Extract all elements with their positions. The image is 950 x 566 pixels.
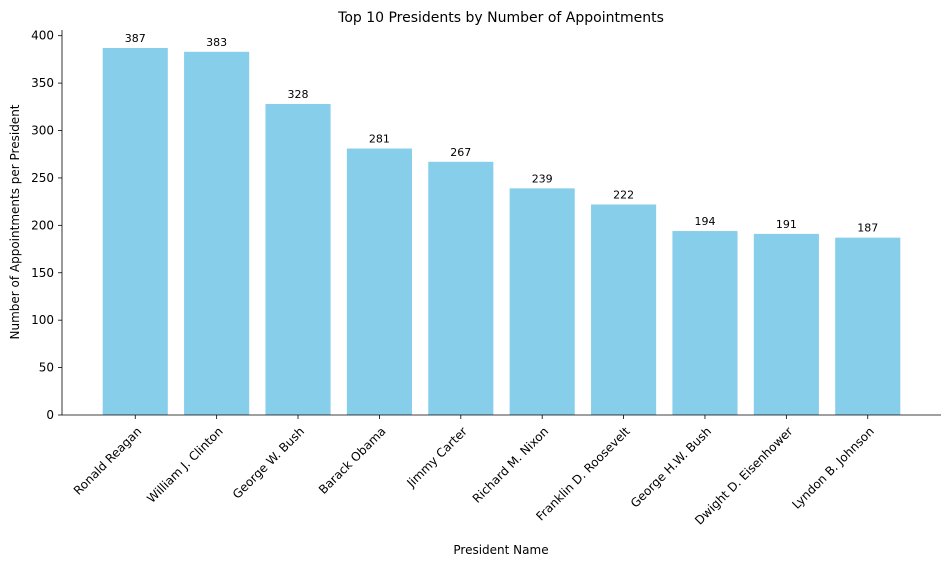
- bar-value-label-6: 222: [613, 188, 634, 201]
- bar-value-label-1: 383: [206, 36, 227, 49]
- chart-title: Top 10 Presidents by Number of Appointme…: [337, 10, 664, 26]
- x-tick-label-5: Richard M. Nixon: [470, 424, 552, 506]
- bars-layer: [102, 48, 901, 416]
- bar-value-label-0: 387: [125, 32, 146, 45]
- y-tick-label-0: 0: [46, 408, 54, 422]
- bar-value-label-5: 239: [532, 172, 553, 185]
- bar-value-label-2: 328: [288, 88, 309, 101]
- y-tick-label-2: 100: [31, 313, 54, 327]
- x-tick-label-9: Lyndon B. Johnson: [789, 424, 877, 512]
- bar-value-label-3: 281: [369, 133, 390, 146]
- bar-value-labels: 387 383 328 281 267 239 222 194 191 187: [125, 32, 879, 235]
- x-tick-label-6: Franklin D. Roosevelt: [533, 424, 633, 524]
- bar-2: [265, 103, 331, 415]
- bar-1: [184, 51, 250, 416]
- bar-value-label-7: 194: [694, 215, 715, 228]
- x-tick-label-3: Barack Obama: [316, 424, 389, 497]
- bar-4: [428, 161, 494, 415]
- y-tick-label-1: 50: [39, 361, 54, 375]
- x-tick-label-0: Ronald Reagan: [71, 424, 145, 498]
- bar-3: [346, 148, 412, 415]
- x-tick-label-1: William J. Clinton: [144, 424, 226, 506]
- bar-8: [753, 233, 819, 415]
- bar-6: [591, 204, 657, 415]
- bar-value-label-4: 267: [450, 146, 471, 159]
- bar-0: [102, 48, 168, 416]
- bar-value-label-8: 191: [776, 218, 797, 231]
- y-axis: 0 50 100 150 200 250 300 350 400: [31, 29, 63, 422]
- x-tick-label-4: Jimmy Carter: [404, 424, 470, 490]
- x-tick-label-2: George W. Bush: [230, 424, 307, 501]
- y-tick-label-5: 250: [31, 171, 54, 185]
- y-axis-title: Number of Appointments per President: [8, 104, 22, 339]
- y-tick-label-6: 300: [31, 124, 54, 138]
- y-tick-label-4: 200: [31, 218, 54, 232]
- x-axis: Ronald Reagan William J. Clinton George W.…: [62, 414, 941, 528]
- y-tick-label-7: 350: [31, 76, 54, 90]
- x-tick-label-7: George H.W. Bush: [628, 424, 714, 510]
- bar-7: [672, 231, 738, 415]
- bar-value-label-9: 187: [857, 222, 878, 235]
- x-axis-title: President Name: [453, 543, 548, 557]
- bar-9: [835, 237, 901, 415]
- y-tick-label-3: 150: [31, 266, 54, 280]
- y-tick-label-8: 400: [31, 29, 54, 43]
- bar-5: [509, 188, 575, 415]
